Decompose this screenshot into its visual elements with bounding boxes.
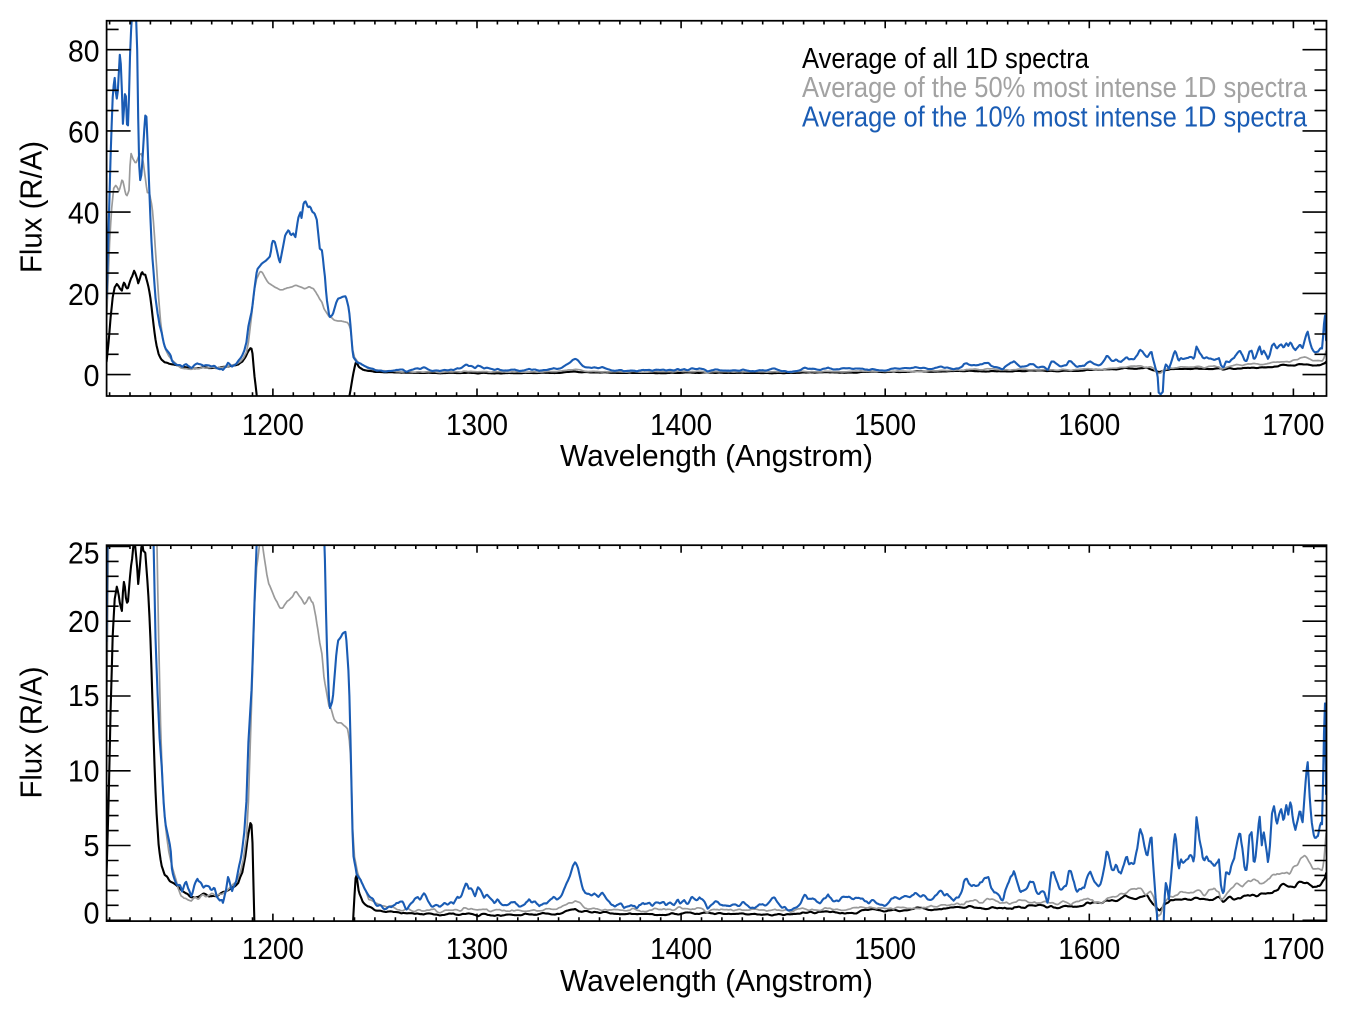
svg-text:1400: 1400 xyxy=(650,407,712,442)
svg-text:60: 60 xyxy=(68,115,100,150)
svg-text:Average of all 1D spectra: Average of all 1D spectra xyxy=(802,43,1090,75)
svg-text:Flux (R/A): Flux (R/A) xyxy=(14,667,49,799)
svg-text:Wavelength (Angstrom): Wavelength (Angstrom) xyxy=(560,963,873,998)
svg-text:1700: 1700 xyxy=(1262,931,1324,966)
svg-text:1400: 1400 xyxy=(650,931,712,966)
svg-text:1700: 1700 xyxy=(1262,407,1324,442)
svg-text:1600: 1600 xyxy=(1058,407,1120,442)
svg-text:1300: 1300 xyxy=(446,407,508,442)
svg-text:20: 20 xyxy=(68,277,100,312)
svg-text:15: 15 xyxy=(68,678,100,713)
svg-text:0: 0 xyxy=(84,358,100,393)
svg-text:Wavelength (Angstrom): Wavelength (Angstrom) xyxy=(560,438,873,473)
svg-text:Flux (R/A): Flux (R/A) xyxy=(14,141,49,273)
svg-text:1500: 1500 xyxy=(854,407,916,442)
svg-text:1500: 1500 xyxy=(854,931,916,966)
svg-text:1200: 1200 xyxy=(242,931,304,966)
svg-text:40: 40 xyxy=(68,196,100,231)
svg-text:80: 80 xyxy=(68,33,100,68)
svg-text:1200: 1200 xyxy=(242,407,304,442)
svg-text:1300: 1300 xyxy=(446,931,508,966)
svg-text:25: 25 xyxy=(68,536,100,571)
svg-text:0: 0 xyxy=(84,896,100,931)
svg-text:20: 20 xyxy=(68,604,100,639)
svg-text:5: 5 xyxy=(84,828,100,863)
svg-text:Average of the 10% most intens: Average of the 10% most intense 1D spect… xyxy=(802,101,1308,133)
svg-text:1600: 1600 xyxy=(1058,931,1120,966)
svg-text:Average of the 50% most intens: Average of the 50% most intense 1D spect… xyxy=(802,72,1308,104)
svg-text:10: 10 xyxy=(68,753,100,788)
